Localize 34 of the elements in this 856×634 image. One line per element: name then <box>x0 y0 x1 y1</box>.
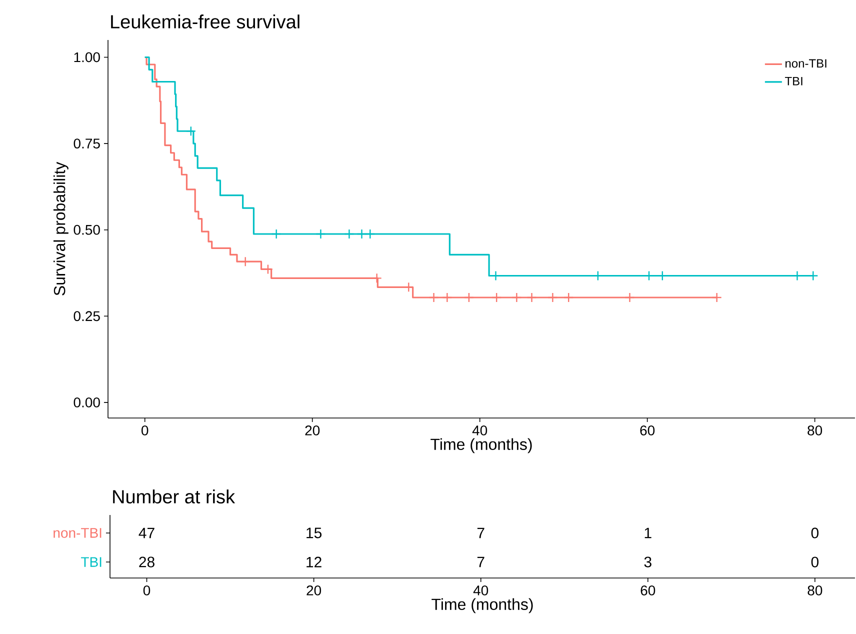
data-label: 7 <box>477 556 484 568</box>
chart-title: Leukemia-free survival <box>111 14 300 28</box>
y-tick-label: 1.00 <box>74 52 100 62</box>
data-label: 28 <box>139 556 154 568</box>
data-label: 1 <box>644 528 652 538</box>
x-tick-label: 80 <box>808 586 822 596</box>
data-label: 47 <box>138 528 154 538</box>
y-tick-label: 0.75 <box>74 138 100 149</box>
x-tick-label: 80 <box>808 426 822 436</box>
x-tick-label: 60 <box>640 586 656 596</box>
x-tick-label: 60 <box>640 426 655 436</box>
x-tick-label: 0 <box>143 586 150 596</box>
data-label: 0 <box>811 528 818 538</box>
legend-label: TBI <box>784 77 802 86</box>
data-label: 0 <box>811 556 818 568</box>
x-tick-label: 20 <box>305 426 320 436</box>
x-axis-title: Time (months) <box>432 598 533 614</box>
y-axis-title: Survival probability <box>53 162 68 296</box>
data-label: 3 <box>644 556 652 568</box>
y-tick-label: non-TBI <box>54 528 102 538</box>
x-tick-label: 0 <box>142 426 148 436</box>
y-tick-label: 0.50 <box>74 224 100 235</box>
data-label: 12 <box>306 556 322 568</box>
y-tick-label: TBI <box>81 557 102 567</box>
data-label: 7 <box>477 528 484 538</box>
data-label: 15 <box>306 528 322 538</box>
chart-title: Number at risk <box>113 490 236 504</box>
x-tick-label: 20 <box>306 586 322 596</box>
y-tick-label: 0.00 <box>74 397 100 408</box>
x-tick-label: 40 <box>472 426 488 436</box>
x-tick-label: 40 <box>473 586 488 596</box>
x-axis-title: Time (months) <box>430 438 532 454</box>
legend-label: non-TBI <box>786 59 826 68</box>
y-tick-label: 0.25 <box>74 311 100 322</box>
